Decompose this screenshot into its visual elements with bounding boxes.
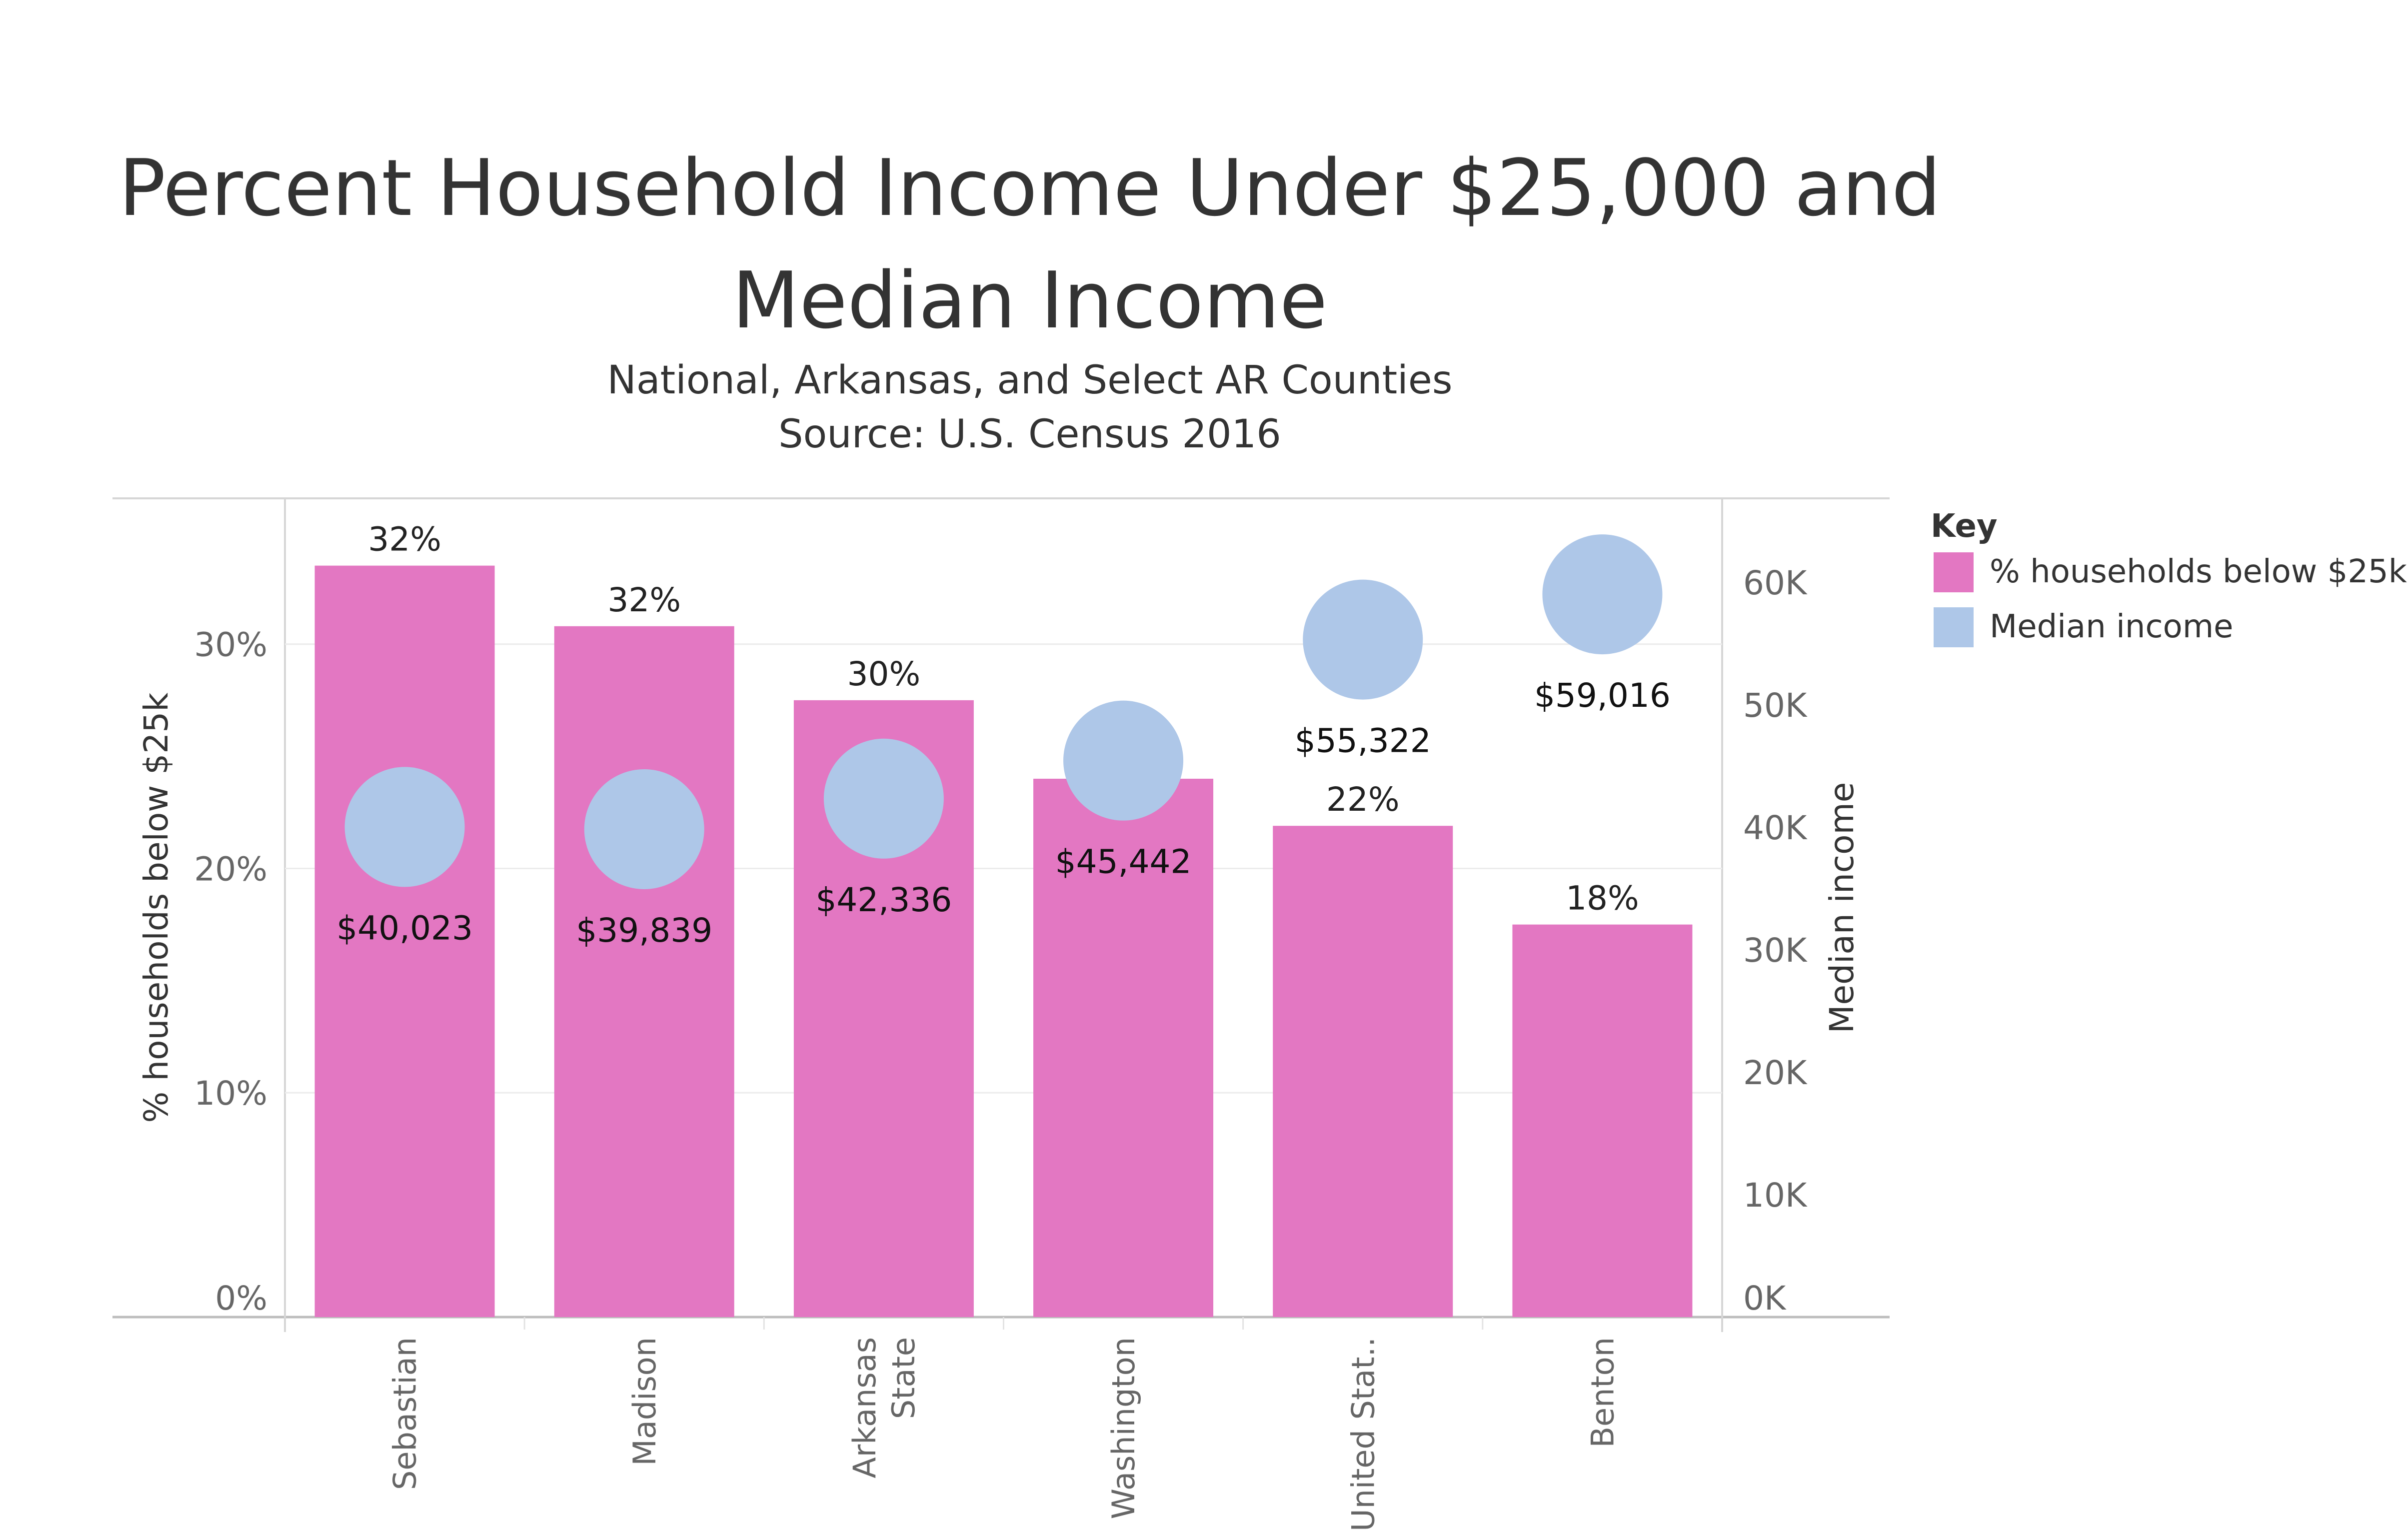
gridlines bbox=[285, 643, 1722, 1094]
right-axis-title: Median income bbox=[1823, 782, 1861, 1034]
median-income-point bbox=[344, 767, 465, 887]
median-income-point bbox=[584, 769, 704, 889]
circle-series: $40,023 $39,839 $42,336 $45,442 $55,322 $59,0… bbox=[336, 534, 1671, 950]
median-income-label: $45,442 bbox=[1055, 843, 1192, 881]
left-axis-title: % households below $25k bbox=[137, 692, 175, 1123]
chart-subtitle-line: Source: U.S. Census 2016 bbox=[778, 412, 1281, 457]
median-income-label: $42,336 bbox=[815, 881, 952, 919]
bar-data-label: 32% bbox=[607, 581, 681, 619]
left-y-axis: 0% 10% 20% 30% % households below $25k bbox=[137, 626, 267, 1318]
median-income-label: $39,839 bbox=[576, 911, 712, 950]
category-label: United Stat.. bbox=[1345, 1337, 1381, 1532]
median-income-label: $40,023 bbox=[336, 909, 473, 947]
bar-data-label: 18% bbox=[1566, 879, 1639, 918]
legend-swatch bbox=[1934, 607, 1974, 647]
median-income-point bbox=[1542, 534, 1663, 655]
chart-title: Percent Household Income Under $25,000 a… bbox=[118, 142, 1941, 346]
bar-data-label: 30% bbox=[847, 655, 921, 693]
left-axis-tick-label: 20% bbox=[194, 850, 267, 888]
category-label: Sebastian bbox=[387, 1337, 423, 1490]
legend-title: Key bbox=[1931, 508, 1998, 545]
median-income-label: $55,322 bbox=[1295, 722, 1431, 760]
legend: Key % households below $25k Median income bbox=[1931, 508, 2407, 647]
bar-benton bbox=[1512, 924, 1693, 1317]
right-y-axis: 0K 10K 20K 30K 40K 50K 60K Median income bbox=[1743, 564, 1861, 1318]
legend-swatch bbox=[1934, 552, 1974, 592]
legend-item-label: Median income bbox=[1990, 608, 2234, 645]
right-axis-tick-label: 30K bbox=[1743, 931, 1808, 970]
bar-washington bbox=[1033, 778, 1214, 1317]
category-label: State bbox=[885, 1337, 922, 1419]
bar-data-label: 22% bbox=[1326, 780, 1400, 819]
category-label: Washington bbox=[1105, 1337, 1142, 1519]
right-axis-tick-label: 40K bbox=[1743, 809, 1808, 847]
category-label: Benton bbox=[1584, 1337, 1621, 1448]
right-axis-tick-label: 0K bbox=[1743, 1279, 1787, 1318]
right-axis-tick-label: 60K bbox=[1743, 564, 1808, 602]
category-label: Arkansas bbox=[846, 1337, 883, 1479]
chart-subtitle: National, Arkansas, and Select AR Counti… bbox=[607, 358, 1453, 457]
category-label: Madison bbox=[626, 1337, 663, 1466]
bar-series: 32%32%30%26%22%18% bbox=[314, 520, 1693, 1317]
left-axis-tick-label: 30% bbox=[194, 626, 267, 664]
bar-united-stat bbox=[1273, 826, 1453, 1317]
right-axis-tick-label: 20K bbox=[1743, 1054, 1808, 1092]
legend-item-label: % households below $25k bbox=[1990, 553, 2407, 590]
median-income-label: $59,016 bbox=[1534, 676, 1671, 715]
left-axis-tick-label: 10% bbox=[194, 1074, 267, 1113]
median-income-point bbox=[1063, 700, 1184, 821]
left-axis-tick-label: 0% bbox=[215, 1279, 267, 1318]
right-axis-tick-label: 10K bbox=[1743, 1176, 1808, 1215]
bar-sebastian bbox=[314, 565, 495, 1317]
bar-data-label: 32% bbox=[368, 520, 441, 559]
median-income-point bbox=[1303, 579, 1423, 700]
chart-title-line: Median Income bbox=[732, 255, 1327, 346]
chart-subtitle-line: National, Arkansas, and Select AR Counti… bbox=[607, 358, 1453, 403]
median-income-point bbox=[823, 738, 944, 859]
chart-title-line: Percent Household Income Under $25,000 a… bbox=[118, 142, 1941, 233]
x-axis-categories: Sebastian Madison Arkansas State Washington U… bbox=[387, 1337, 1621, 1532]
right-axis-tick-label: 50K bbox=[1743, 686, 1808, 725]
bar-madison bbox=[554, 626, 734, 1317]
